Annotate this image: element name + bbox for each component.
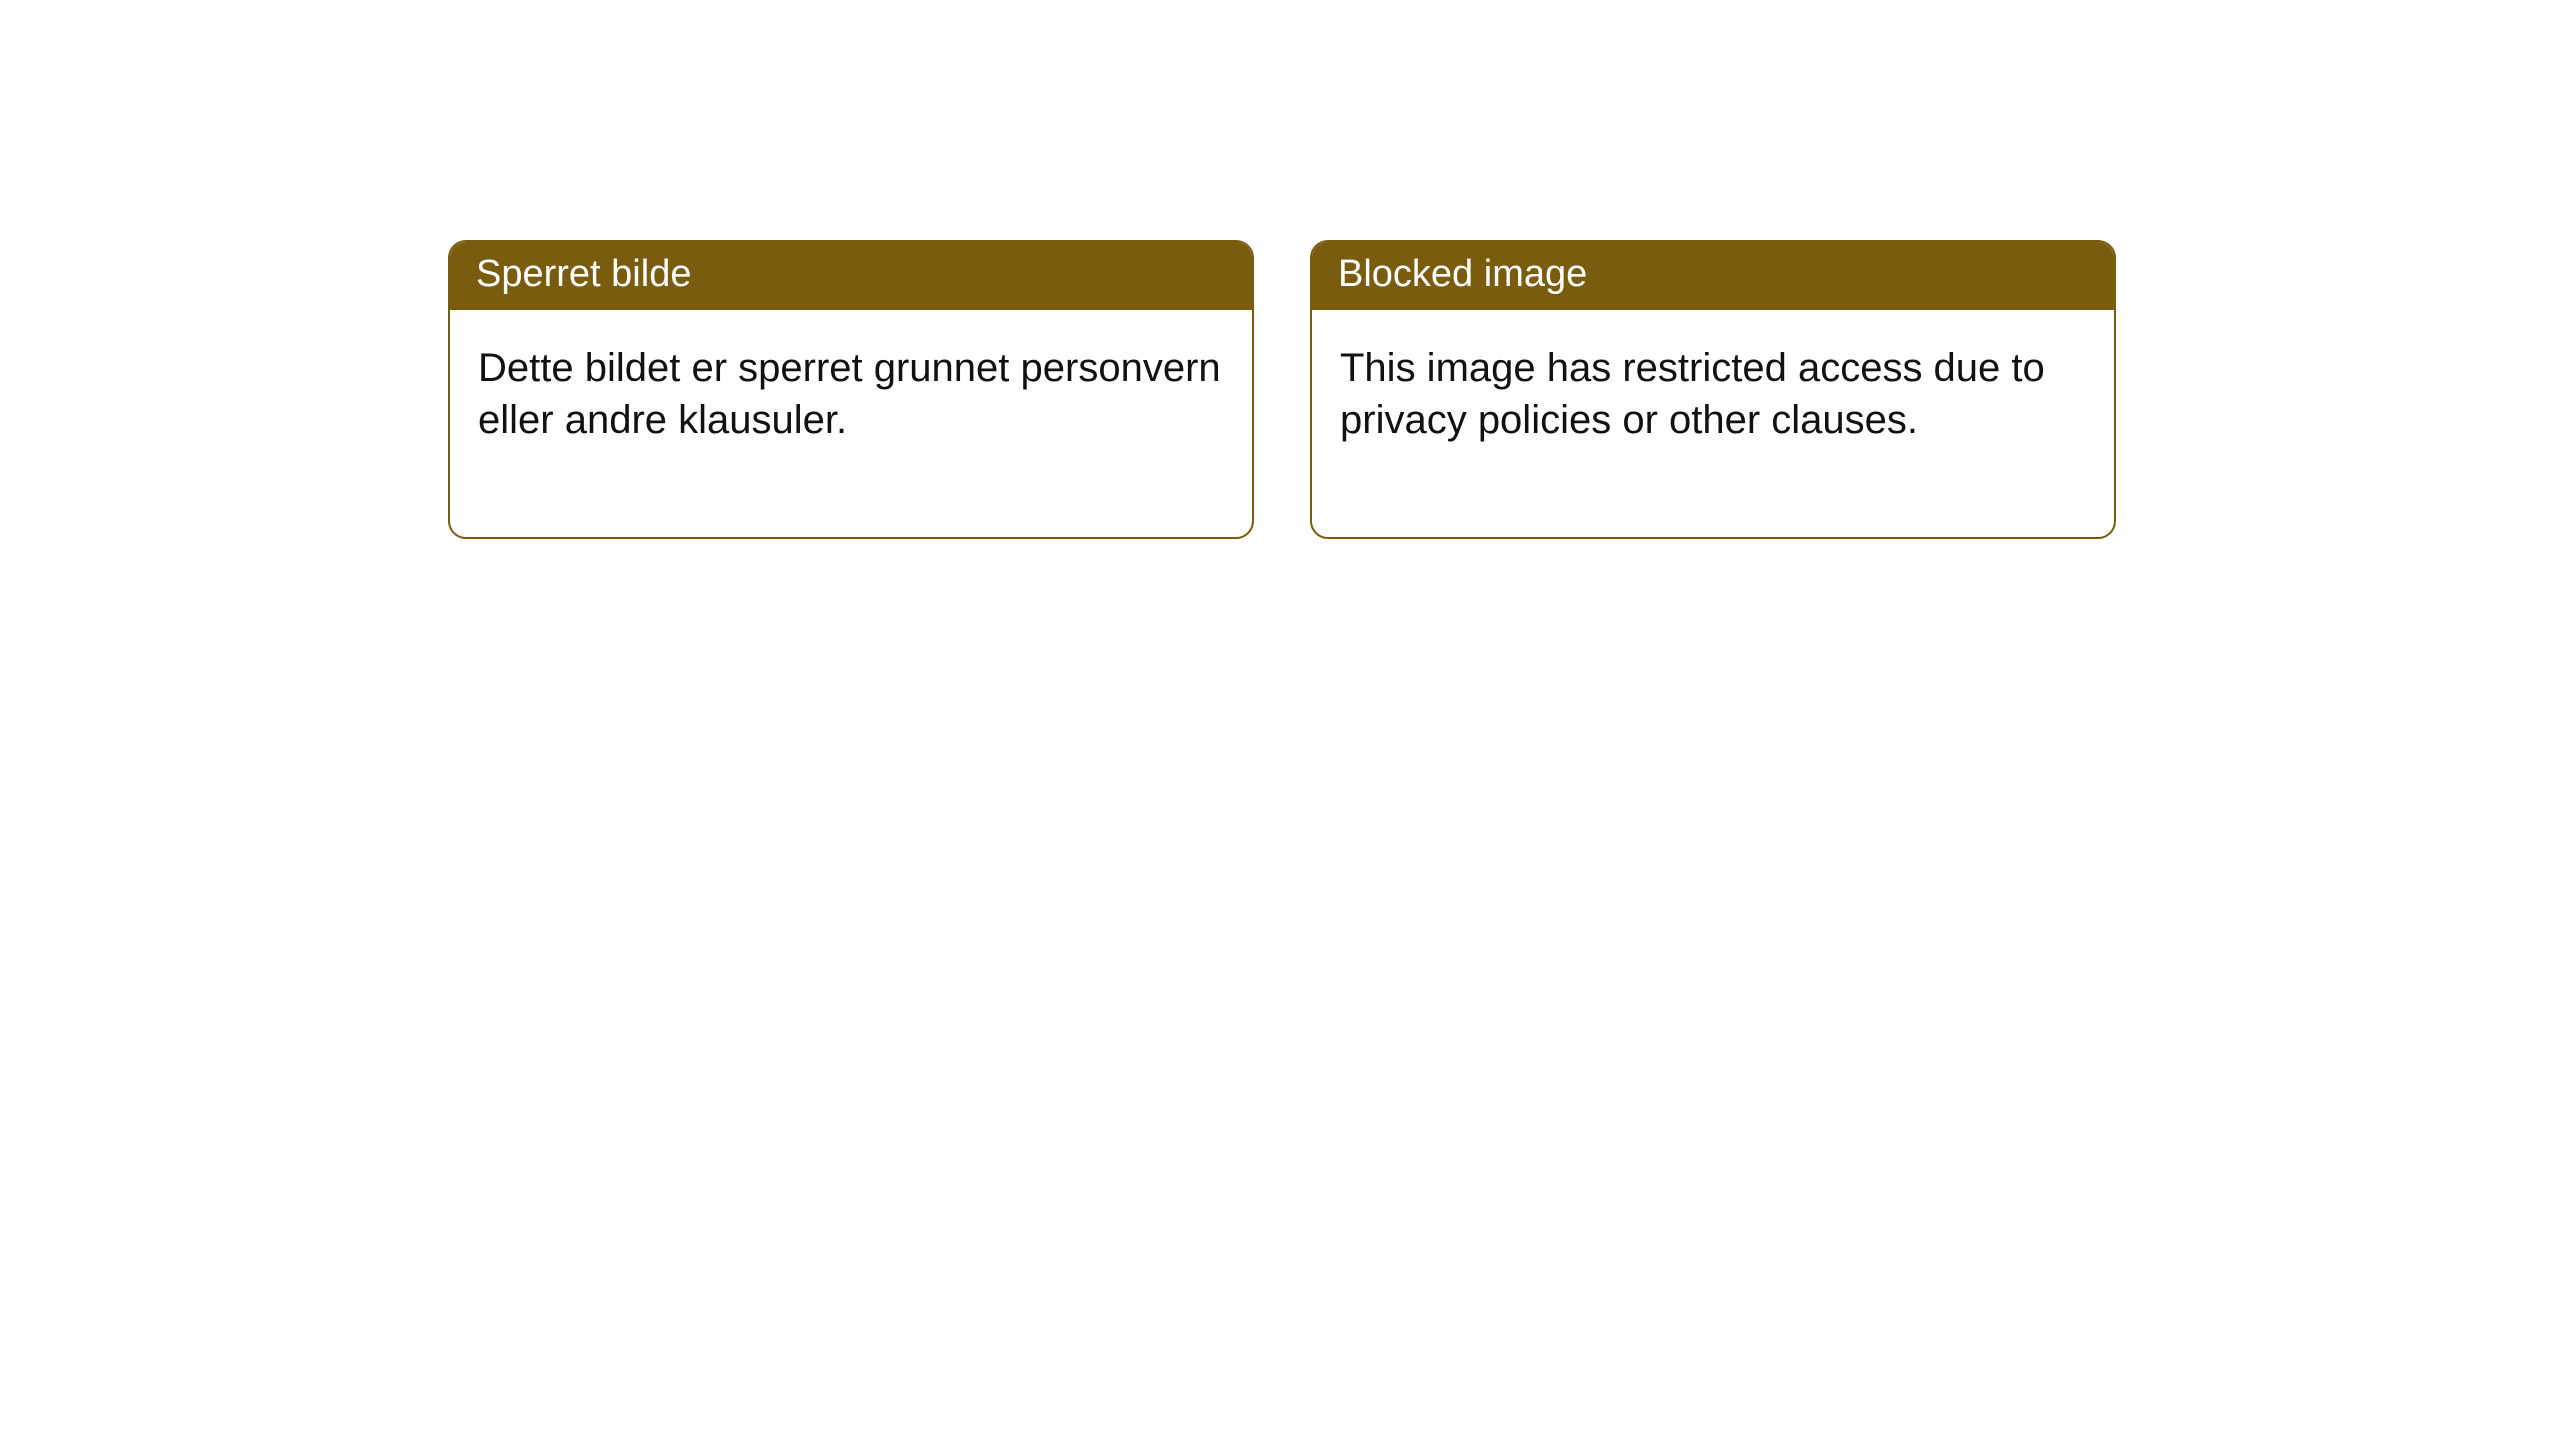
notice-body-norwegian: Dette bildet er sperret grunnet personve… — [450, 310, 1252, 538]
notice-card-english: Blocked image This image has restricted … — [1310, 240, 2116, 539]
notice-body-english: This image has restricted access due to … — [1312, 310, 2114, 538]
notice-header-norwegian: Sperret bilde — [450, 242, 1252, 310]
notice-card-norwegian: Sperret bilde Dette bildet er sperret gr… — [448, 240, 1254, 539]
notice-header-english: Blocked image — [1312, 242, 2114, 310]
notice-container: Sperret bilde Dette bildet er sperret gr… — [0, 0, 2560, 539]
